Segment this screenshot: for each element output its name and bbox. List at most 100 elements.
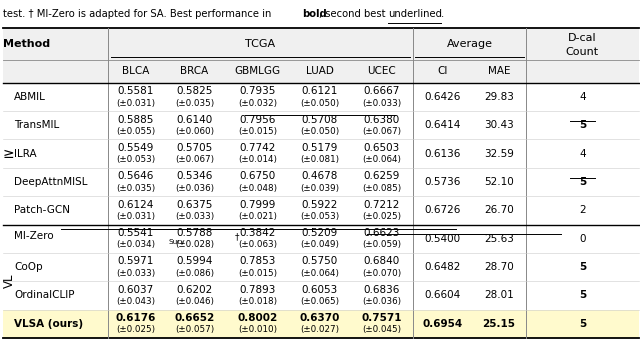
Text: 29.83: 29.83 [484,92,514,102]
Text: 0.5994: 0.5994 [177,256,212,266]
Text: (±0.045): (±0.045) [362,326,401,334]
Text: 0.7853: 0.7853 [239,256,276,266]
Text: (±0.036): (±0.036) [175,184,214,193]
Text: MI-Zero: MI-Zero [14,231,54,241]
Text: 0.5971: 0.5971 [118,256,154,266]
Text: 30.43: 30.43 [484,120,514,130]
Text: 0.7742: 0.7742 [239,143,276,153]
Text: (±0.064): (±0.064) [301,269,339,278]
Text: (±0.035): (±0.035) [116,184,156,193]
Text: 0.5581: 0.5581 [118,86,154,96]
Text: Surv: Surv [169,239,185,245]
Text: 25.63: 25.63 [484,234,514,244]
Text: (±0.036): (±0.036) [362,297,401,306]
Text: OrdinalCLIP: OrdinalCLIP [14,290,75,300]
Text: (±0.043): (±0.043) [116,297,156,306]
Text: 26.70: 26.70 [484,205,514,215]
Text: 0.5922: 0.5922 [302,200,338,210]
Text: VL: VL [3,274,15,288]
Text: 28.01: 28.01 [484,290,514,300]
Text: underlined: underlined [388,9,442,18]
Text: (±0.033): (±0.033) [175,212,214,221]
Text: 0.5346: 0.5346 [177,171,212,181]
Text: (±0.063): (±0.063) [238,240,277,249]
Text: (±0.021): (±0.021) [238,212,277,221]
Text: 0.6954: 0.6954 [422,319,462,329]
Text: (±0.028): (±0.028) [175,240,214,249]
Text: (±0.055): (±0.055) [116,127,156,136]
Text: UCEC: UCEC [367,66,396,76]
Text: 0.6426: 0.6426 [424,92,460,102]
Text: 52.10: 52.10 [484,177,514,187]
Text: 4: 4 [579,92,586,102]
Text: (±0.059): (±0.059) [362,240,401,249]
Text: 5: 5 [579,319,586,329]
Text: 0.5705: 0.5705 [177,143,212,153]
Text: 0.5209: 0.5209 [302,228,338,238]
Text: (±0.057): (±0.057) [175,326,214,334]
Text: Count: Count [566,47,599,57]
Text: 32.59: 32.59 [484,149,514,159]
Text: (±0.033): (±0.033) [116,269,156,278]
Text: 0.6726: 0.6726 [424,205,460,215]
Text: .: . [441,9,444,18]
Text: 0.5885: 0.5885 [118,115,154,124]
Text: 0.6840: 0.6840 [364,256,399,266]
Text: 0.6623: 0.6623 [364,228,399,238]
Text: 0.6482: 0.6482 [424,262,460,272]
Text: (±0.025): (±0.025) [362,212,401,221]
Text: 0.6667: 0.6667 [364,86,399,96]
Text: 0.5825: 0.5825 [177,86,212,96]
Text: Method: Method [3,39,51,49]
Text: 0.6503: 0.6503 [364,143,399,153]
Text: (±0.010): (±0.010) [238,326,277,334]
Text: (±0.046): (±0.046) [175,297,214,306]
Text: (±0.086): (±0.086) [175,269,214,278]
Text: 0.7956: 0.7956 [239,115,276,124]
Text: (±0.033): (±0.033) [362,99,401,108]
Text: ≥: ≥ [3,147,14,161]
Text: 28.70: 28.70 [484,262,514,272]
Text: (±0.014): (±0.014) [238,155,277,165]
Text: 0.6836: 0.6836 [364,285,399,295]
Text: 0.5400: 0.5400 [424,234,460,244]
Text: (±0.085): (±0.085) [362,184,401,193]
Text: 5: 5 [579,290,586,300]
Text: 2: 2 [579,205,586,215]
Text: 0.5750: 0.5750 [302,256,338,266]
Text: (±0.027): (±0.027) [300,326,340,334]
Text: (±0.035): (±0.035) [175,99,214,108]
Text: BLCA: BLCA [122,66,149,76]
Text: (±0.070): (±0.070) [362,269,401,278]
Text: (±0.031): (±0.031) [116,99,156,108]
Text: ABMIL: ABMIL [14,92,46,102]
Text: 0.6259: 0.6259 [364,171,399,181]
Text: 0.6652: 0.6652 [175,313,214,323]
Text: 0.6414: 0.6414 [424,120,460,130]
Text: 0.3842: 0.3842 [239,228,276,238]
Text: 5: 5 [579,177,586,187]
Text: (±0.015): (±0.015) [238,269,277,278]
Text: bold: bold [302,9,327,18]
Text: 25.15: 25.15 [483,319,515,329]
Text: (±0.065): (±0.065) [300,297,340,306]
Text: (±0.032): (±0.032) [238,99,277,108]
Text: Patch-GCN: Patch-GCN [14,205,70,215]
Text: 0.6380: 0.6380 [364,115,399,124]
Text: 0.6202: 0.6202 [177,285,212,295]
Text: 0.6121: 0.6121 [302,86,338,96]
Text: LUAD: LUAD [306,66,334,76]
Text: 0.6037: 0.6037 [118,285,154,295]
Text: 5: 5 [579,262,586,272]
Text: 0.7893: 0.7893 [239,285,276,295]
Text: D-cal: D-cal [568,32,596,43]
Text: 0: 0 [579,234,586,244]
Text: ILRA: ILRA [14,149,36,159]
Text: 0.7999: 0.7999 [239,200,276,210]
Text: (±0.018): (±0.018) [238,297,277,306]
Text: 4: 4 [579,149,586,159]
Text: , second best: , second best [319,9,389,18]
Text: (±0.053): (±0.053) [300,212,340,221]
Text: 0.6176: 0.6176 [115,313,156,323]
Text: (±0.053): (±0.053) [116,155,156,165]
